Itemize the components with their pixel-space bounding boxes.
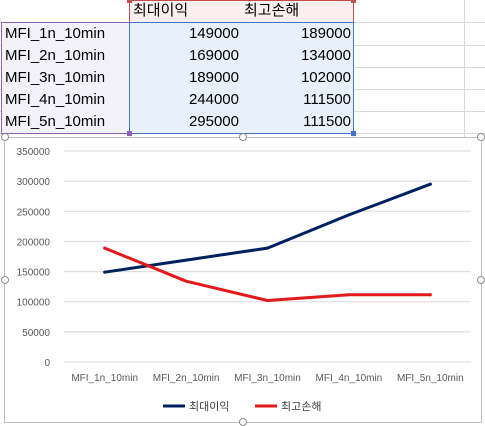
line-chart[interactable]: 0 50000 100000 150000 200000 250000 300000 3500… bbox=[4, 137, 482, 423]
chart-plot-area: 0 50000 100000 150000 200000 250000 300000 3500… bbox=[17, 147, 471, 413]
x-tick-label: MFI_5n_10min bbox=[397, 373, 464, 384]
max-profit-cell[interactable]: 295000 bbox=[188, 113, 239, 130]
series-line-2 bbox=[103, 246, 432, 302]
chart-resize-handle[interactable] bbox=[477, 276, 485, 284]
chart-resize-handle[interactable] bbox=[1, 276, 9, 284]
range-resize-handle[interactable] bbox=[351, 131, 356, 136]
series-point bbox=[347, 213, 351, 217]
series-point bbox=[428, 293, 432, 297]
row-label-cell[interactable]: MFI_5n_10min bbox=[5, 113, 106, 130]
values-range-highlight[interactable] bbox=[129, 22, 354, 134]
legend-label: 최대이익 bbox=[189, 400, 229, 413]
chart-resize-handle[interactable] bbox=[477, 133, 485, 141]
series-point bbox=[266, 299, 269, 303]
series-point bbox=[184, 279, 188, 283]
x-tick-label: MFI_4n_10min bbox=[316, 373, 383, 384]
y-tick-label: 0 bbox=[44, 358, 50, 369]
series-point bbox=[347, 293, 351, 297]
header-cell-max-loss[interactable]: 최고손해 bbox=[244, 2, 300, 19]
series-line-1 bbox=[103, 182, 432, 274]
max-loss-cell[interactable]: 102000 bbox=[300, 69, 351, 86]
x-tick-label: MFI_1n_10min bbox=[71, 373, 138, 384]
row-label-cell[interactable]: MFI_2n_10min bbox=[5, 47, 106, 64]
range-resize-handle[interactable] bbox=[351, 0, 356, 3]
max-loss-cell[interactable]: 111500 bbox=[303, 91, 351, 108]
column-gridline bbox=[464, 0, 465, 140]
max-profit-cell[interactable]: 169000 bbox=[188, 47, 239, 64]
series-point bbox=[103, 270, 107, 274]
y-tick-label: 100000 bbox=[17, 298, 51, 309]
max-profit-cell[interactable]: 189000 bbox=[188, 69, 239, 86]
chart-resize-handle[interactable] bbox=[1, 133, 9, 141]
series-point bbox=[184, 258, 188, 262]
y-tick-label: 150000 bbox=[17, 268, 51, 279]
chart-resize-handle[interactable] bbox=[239, 133, 247, 141]
max-profit-cell[interactable]: 149000 bbox=[188, 25, 239, 42]
range-resize-handle[interactable] bbox=[127, 0, 132, 3]
y-tick-label: 200000 bbox=[17, 237, 51, 248]
spreadsheet-grid: 최대이익 최고손해 MFI_1n_10min 149000 189000 MFI… bbox=[0, 0, 485, 140]
series-point bbox=[266, 246, 269, 250]
y-tick-label: 300000 bbox=[17, 177, 51, 188]
y-tick-label: 50000 bbox=[22, 328, 50, 339]
series-point bbox=[103, 246, 107, 250]
header-cell-max-profit[interactable]: 최대이익 bbox=[133, 2, 189, 19]
max-profit-cell[interactable]: 244000 bbox=[188, 91, 239, 108]
row-label-cell[interactable]: MFI_3n_10min bbox=[5, 69, 106, 86]
max-loss-cell[interactable]: 189000 bbox=[300, 25, 351, 42]
range-resize-handle[interactable] bbox=[127, 131, 132, 136]
legend-label: 최고손해 bbox=[281, 399, 321, 413]
y-tick-label: 250000 bbox=[17, 207, 51, 218]
row-label-cell[interactable]: MFI_1n_10min bbox=[5, 25, 106, 42]
x-tick-label: MFI_3n_10min bbox=[234, 373, 301, 384]
max-loss-cell[interactable]: 111500 bbox=[303, 113, 351, 130]
category-range-highlight[interactable] bbox=[1, 22, 131, 134]
max-loss-cell[interactable]: 134000 bbox=[300, 47, 351, 64]
y-tick-label: 350000 bbox=[17, 147, 51, 158]
x-tick-label: MFI_2n_10min bbox=[153, 373, 220, 384]
series-point bbox=[428, 182, 432, 186]
row-label-cell[interactable]: MFI_4n_10min bbox=[5, 91, 106, 108]
